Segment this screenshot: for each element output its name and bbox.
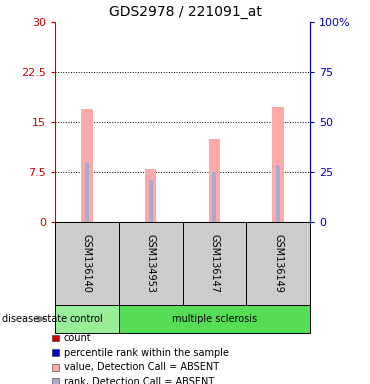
Bar <box>145 169 157 222</box>
Bar <box>119 305 310 333</box>
Text: percentile rank within the sample: percentile rank within the sample <box>64 348 229 358</box>
Bar <box>212 172 216 222</box>
Text: rank, Detection Call = ABSENT: rank, Detection Call = ABSENT <box>64 377 214 384</box>
Bar <box>246 222 310 305</box>
Bar <box>55 222 119 305</box>
Bar <box>272 108 284 222</box>
Text: GSM136140: GSM136140 <box>82 234 92 293</box>
Bar <box>182 222 246 305</box>
Bar <box>85 162 89 222</box>
Bar <box>55 305 119 333</box>
Bar <box>276 166 280 222</box>
Bar <box>119 222 182 305</box>
Text: multiple sclerosis: multiple sclerosis <box>172 314 257 324</box>
Bar <box>209 139 220 222</box>
Text: value, Detection Call = ABSENT: value, Detection Call = ABSENT <box>64 362 219 372</box>
Bar <box>81 109 92 222</box>
Text: GSM134953: GSM134953 <box>146 234 156 293</box>
Text: GSM136147: GSM136147 <box>209 234 219 293</box>
Text: disease state: disease state <box>2 314 67 324</box>
Text: GDS2978 / 221091_at: GDS2978 / 221091_at <box>108 5 262 19</box>
Bar <box>149 180 152 222</box>
Text: count: count <box>64 333 91 343</box>
Text: GSM136149: GSM136149 <box>273 234 283 293</box>
Text: control: control <box>70 314 104 324</box>
